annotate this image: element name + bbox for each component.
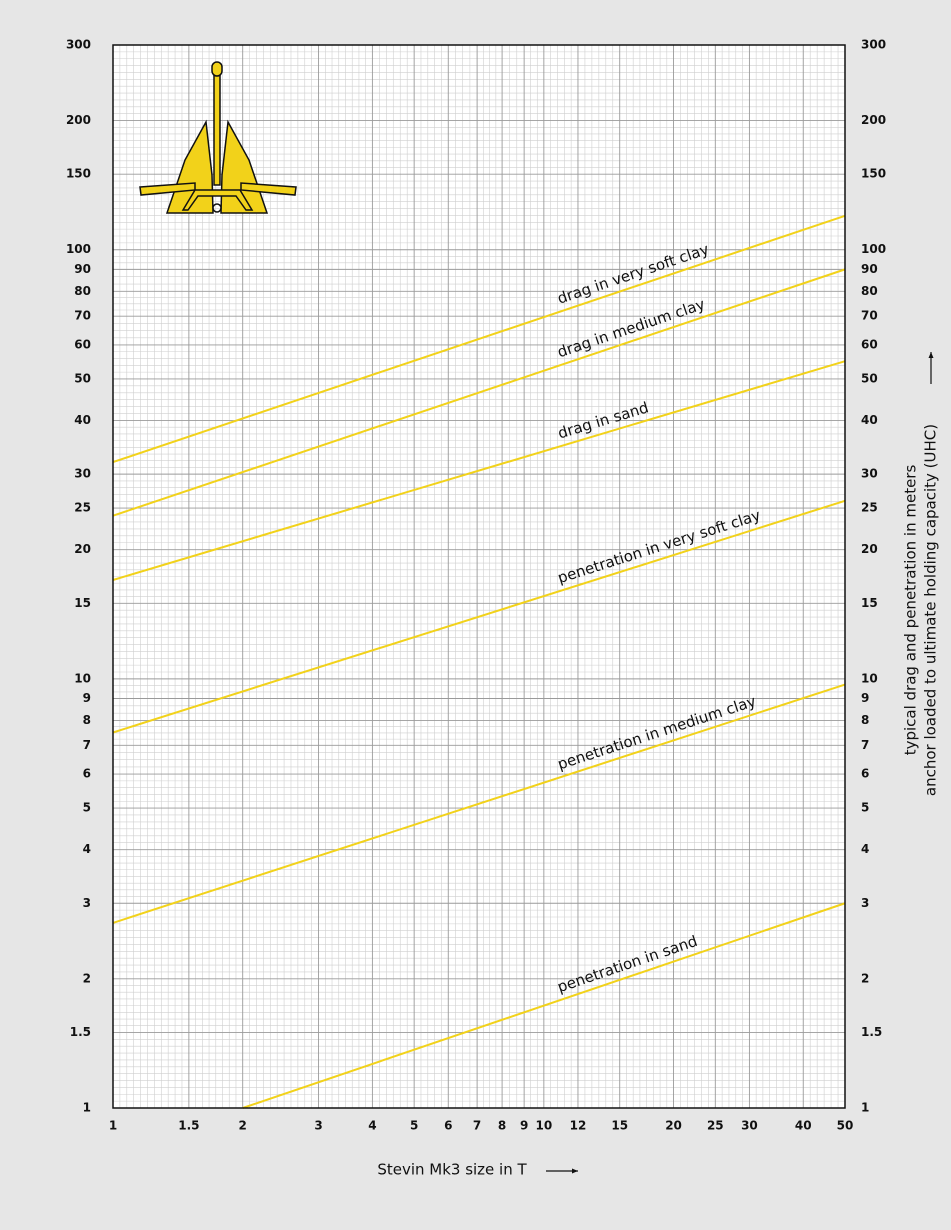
y2-tick-label: 5: [861, 801, 869, 815]
x-tick-label: 30: [741, 1119, 758, 1133]
x-tick-label: 9: [520, 1119, 528, 1133]
y2-tick-label: 4: [861, 842, 869, 856]
x-tick-label: 20: [665, 1119, 682, 1133]
x-tick-label: 6: [444, 1119, 452, 1133]
y-tick-label: 7: [83, 738, 91, 752]
y2-tick-label: 20: [861, 542, 878, 556]
y2-tick-label: 200: [861, 113, 886, 127]
y-tick-label: 150: [66, 167, 91, 181]
y-axis-label: anchor loaded to ultimate holding capaci…: [922, 424, 940, 796]
y-tick-label: 1.5: [70, 1025, 91, 1039]
y-tick-label: 4: [83, 842, 91, 856]
y-tick-label: 9: [83, 691, 91, 705]
x-tick-label: 50: [837, 1119, 854, 1133]
y-axis-label: typical drag and penetration in meters: [902, 465, 920, 756]
y-tick-label: 3: [83, 896, 91, 910]
y-tick-label: 50: [74, 371, 91, 385]
x-tick-label: 2: [239, 1119, 247, 1133]
y2-tick-label: 6: [861, 767, 869, 781]
y-tick-label: 70: [74, 309, 91, 323]
x-tick-label: 1: [109, 1119, 117, 1133]
y2-tick-label: 1.5: [861, 1025, 882, 1039]
x-axis-arrowhead: [572, 1168, 578, 1174]
y2-tick-label: 80: [861, 284, 878, 298]
y-tick-label: 10: [74, 671, 91, 685]
y2-tick-label: 7: [861, 738, 869, 752]
series-line: [112, 360, 846, 581]
y2-tick-label: 90: [861, 262, 878, 276]
anchor-icon: [139, 61, 297, 214]
series-line: [112, 268, 846, 517]
y2-tick-label: 1: [861, 1101, 869, 1115]
y2-tick-label: 70: [861, 309, 878, 323]
plot-frame: [112, 44, 846, 1109]
series-line: [112, 214, 846, 464]
y-tick-label: 90: [74, 262, 91, 276]
y2-tick-label: 10: [861, 671, 878, 685]
y-tick-label: 300: [66, 38, 91, 52]
y2-tick-label: 8: [861, 713, 869, 727]
y2-tick-label: 50: [861, 371, 878, 385]
y2-tick-label: 15: [861, 596, 878, 610]
x-tick-label: 12: [570, 1119, 587, 1133]
y2-tick-label: 30: [861, 467, 878, 481]
x-tick-label: 5: [410, 1119, 418, 1133]
x-tick-label: 3: [314, 1119, 322, 1133]
x-tick-label: 15: [611, 1119, 628, 1133]
y2-tick-label: 300: [861, 38, 886, 52]
y-tick-label: 5: [83, 801, 91, 815]
x-axis-label: Stevin Mk3 size in T: [377, 1161, 527, 1179]
y-tick-label: 100: [66, 242, 91, 256]
y-tick-label: 15: [74, 596, 91, 610]
series-line: [112, 499, 846, 734]
y2-tick-label: 60: [861, 337, 878, 351]
y-tick-label: 25: [74, 501, 91, 515]
x-tick-label: 1.5: [178, 1119, 199, 1133]
y2-tick-label: 25: [861, 501, 878, 515]
y2-tick-label: 100: [861, 242, 886, 256]
y-tick-label: 40: [74, 413, 91, 427]
y-tick-label: 60: [74, 337, 91, 351]
x-tick-label: 40: [795, 1119, 812, 1133]
y-tick-label: 20: [74, 542, 91, 556]
y-tick-label: 30: [74, 467, 91, 481]
series-line: [242, 902, 846, 1109]
x-tick-label: 7: [473, 1119, 481, 1133]
y2-tick-label: 9: [861, 691, 869, 705]
x-tick-label: 8: [498, 1119, 506, 1133]
y-tick-label: 2: [83, 971, 91, 985]
y-tick-label: 80: [74, 284, 91, 298]
series-line: [112, 683, 846, 924]
x-tick-label: 4: [368, 1119, 376, 1133]
y-tick-label: 8: [83, 713, 91, 727]
x-tick-label: 10: [535, 1119, 552, 1133]
y-tick-label: 1: [83, 1101, 91, 1115]
y-tick-label: 200: [66, 113, 91, 127]
y2-tick-label: 2: [861, 971, 869, 985]
marks: [112, 214, 846, 1109]
x-tick-label: 25: [707, 1119, 724, 1133]
y2-tick-label: 3: [861, 896, 869, 910]
y-tick-label: 6: [83, 767, 91, 781]
y2-tick-label: 150: [861, 167, 886, 181]
y-axis-arrowhead: [928, 352, 934, 358]
y2-tick-label: 40: [861, 413, 878, 427]
